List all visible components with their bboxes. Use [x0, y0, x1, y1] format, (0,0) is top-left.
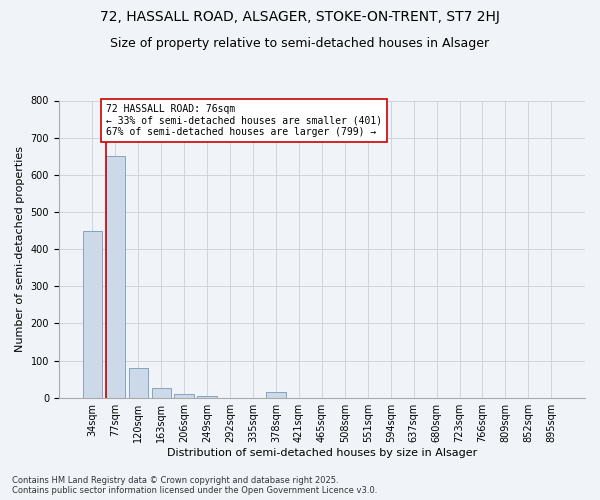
- Bar: [152, 388, 171, 398]
- Y-axis label: Number of semi-detached properties: Number of semi-detached properties: [15, 146, 25, 352]
- Text: Contains HM Land Registry data © Crown copyright and database right 2025.
Contai: Contains HM Land Registry data © Crown c…: [12, 476, 377, 495]
- Bar: [83, 230, 102, 398]
- Bar: [197, 396, 217, 398]
- Text: 72 HASSALL ROAD: 76sqm
← 33% of semi-detached houses are smaller (401)
67% of se: 72 HASSALL ROAD: 76sqm ← 33% of semi-det…: [106, 104, 382, 138]
- Bar: [266, 392, 286, 398]
- X-axis label: Distribution of semi-detached houses by size in Alsager: Distribution of semi-detached houses by …: [167, 448, 477, 458]
- Text: 72, HASSALL ROAD, ALSAGER, STOKE-ON-TRENT, ST7 2HJ: 72, HASSALL ROAD, ALSAGER, STOKE-ON-TREN…: [100, 10, 500, 24]
- Bar: [128, 368, 148, 398]
- Bar: [106, 156, 125, 398]
- Text: Size of property relative to semi-detached houses in Alsager: Size of property relative to semi-detach…: [110, 38, 490, 51]
- Bar: [175, 394, 194, 398]
